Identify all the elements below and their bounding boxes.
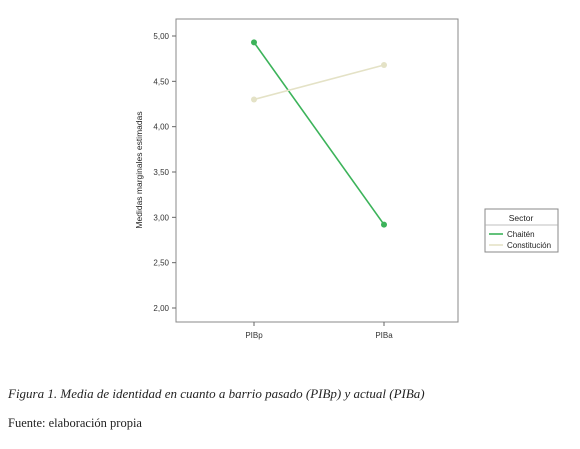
plot-area xyxy=(175,18,459,323)
y-tick-label: 2,50 xyxy=(153,259,169,268)
series-layer xyxy=(251,39,387,228)
legend-title: Sector xyxy=(509,213,534,223)
y-tick-label: 4,00 xyxy=(153,123,169,132)
data-point-1-0 xyxy=(251,96,257,103)
legend-label-1: Constitución xyxy=(507,241,551,250)
figure-caption: Figura 1. Media de identidad en cuanto a… xyxy=(8,386,425,401)
y-axis-title: Medidas marginales estimadas xyxy=(134,111,144,228)
series-line-0 xyxy=(253,41,385,226)
y-axis: 2,00 2,50 3,00 3,50 4,00 4,50 5,00 xyxy=(153,32,176,313)
y-tick-label: 3,50 xyxy=(153,168,169,177)
series-line-1 xyxy=(253,64,385,101)
legend-box xyxy=(484,208,559,253)
line-chart: 2,00 2,50 3,00 3,50 4,00 4,50 5,00 PIBp PIBa Me… xyxy=(134,18,559,340)
y-tick-label: 2,00 xyxy=(153,304,169,313)
y-tick-label: 3,00 xyxy=(153,213,169,222)
legend: Sector Chaitén Constitución xyxy=(484,208,559,253)
x-axis: PIBp PIBa xyxy=(245,322,393,340)
data-point-0-0 xyxy=(251,39,257,46)
y-tick-label: 4,50 xyxy=(153,77,169,86)
x-tick-label: PIBa xyxy=(375,331,393,340)
legend-label-0: Chaitén xyxy=(507,230,535,239)
x-tick-label: PIBp xyxy=(245,331,263,340)
data-point-0-1 xyxy=(381,221,387,228)
figure-source: Fuente: elaboración propia xyxy=(8,416,142,430)
data-point-1-1 xyxy=(381,62,387,69)
y-tick-label: 5,00 xyxy=(153,32,169,41)
